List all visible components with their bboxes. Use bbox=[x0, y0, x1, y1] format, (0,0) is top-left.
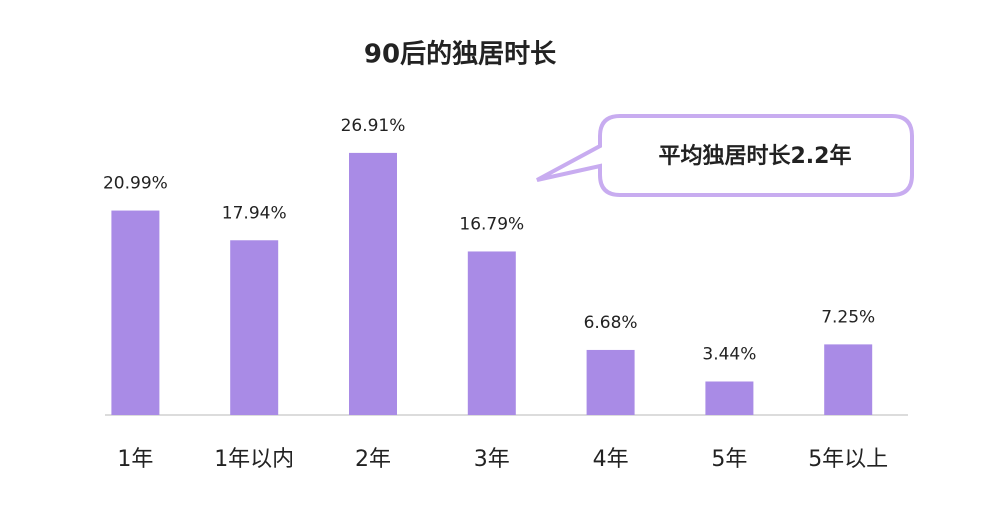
bar bbox=[824, 344, 873, 415]
x-tick-label: 5年以上 bbox=[808, 447, 888, 472]
bar bbox=[230, 240, 279, 415]
x-tick-label: 5年 bbox=[711, 447, 747, 472]
x-tick-label: 1年 bbox=[117, 447, 153, 472]
bar bbox=[349, 152, 397, 415]
bar bbox=[586, 349, 635, 415]
annotation: 平均独居时长2.2年 bbox=[659, 143, 852, 169]
value-label: 16.79% bbox=[459, 214, 524, 234]
bar bbox=[467, 251, 516, 415]
value-label: 7.25% bbox=[821, 307, 875, 327]
value-label: 17.94% bbox=[222, 203, 287, 223]
value-label: 26.91% bbox=[341, 116, 406, 136]
bar bbox=[111, 210, 160, 415]
callout bbox=[536, 114, 914, 197]
chart-title: 90后的独居时长 bbox=[364, 39, 557, 70]
x-tick-label: 2年 bbox=[355, 447, 391, 472]
x-tick-label: 4年 bbox=[593, 447, 629, 472]
x-tick-label: 1年以内 bbox=[214, 447, 294, 472]
value-label: 3.44% bbox=[702, 344, 756, 364]
x-tick-label: 3年 bbox=[474, 447, 510, 472]
value-label: 6.68% bbox=[584, 313, 638, 333]
value-label: 20.99% bbox=[103, 174, 168, 194]
bar bbox=[705, 381, 754, 415]
